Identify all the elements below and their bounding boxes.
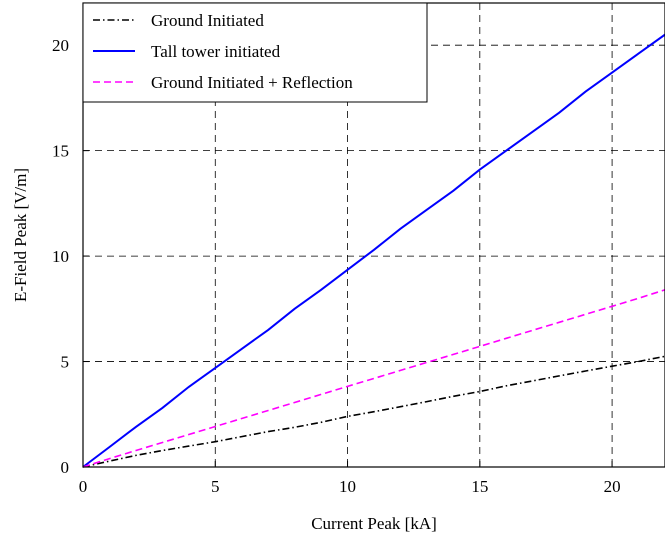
x-tick-label: 20 [604,477,621,496]
series-line-3 [82,289,665,468]
x-tick-label: 10 [339,477,356,496]
x-tick-label: 5 [211,477,220,496]
x-axis-title: Current Peak [kA] [311,514,437,533]
legend-label: Ground Initiated [151,11,264,30]
legend: Ground Initiated Tall tower initiated Grou… [82,2,428,103]
y-tick-label: 15 [52,142,69,161]
axis-ticks: 0 5 10 15 20 0 5 10 15 20 [52,36,621,496]
legend-box [82,2,428,103]
series-line-2 [82,33,665,468]
series-line-1 [82,355,665,468]
y-tick-label: 20 [52,36,69,55]
y-tick-label: 10 [52,247,69,266]
series-lines [82,33,665,468]
x-tick-label: 15 [471,477,488,496]
legend-label: Ground Initiated + Reflection [151,73,353,92]
y-tick-label: 5 [61,353,70,372]
y-axis-title: E-Field Peak [V/m] [11,168,30,302]
x-tick-label: 0 [79,477,88,496]
legend-label: Tall tower initiated [151,42,281,61]
y-tick-label: 0 [61,458,70,477]
